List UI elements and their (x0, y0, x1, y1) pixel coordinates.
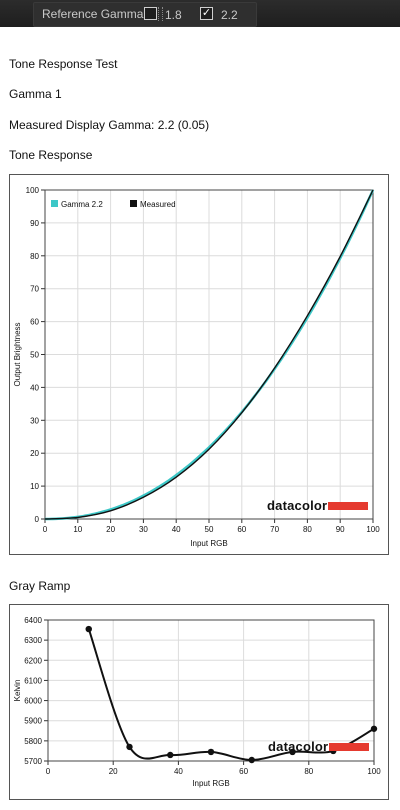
gamma-18-checkbox[interactable] (144, 7, 157, 20)
y-tick-label: 5700 (24, 757, 42, 766)
x-tick-label: 70 (270, 525, 279, 534)
series-line-kelvin (87, 628, 375, 762)
y-tick-label: 70 (30, 285, 39, 294)
y-tick-label: 60 (30, 318, 39, 327)
y-tick-label: 6100 (24, 676, 42, 685)
reference-gamma-label: Reference Gamma: (42, 7, 147, 21)
plot-border (47, 619, 375, 762)
legend-swatch-gamma-2-2 (51, 200, 58, 207)
y-tick-label: 100 (26, 186, 40, 195)
x-tick-label: 50 (205, 525, 214, 534)
y-tick-label: 40 (30, 383, 39, 392)
y-tick-label: 90 (30, 219, 39, 228)
datacolor-logo-text-2: datacolor (268, 739, 329, 754)
gamma-title: Gamma 1 (9, 87, 62, 101)
y-tick-label: 0 (35, 515, 40, 524)
x-axis-label: Input RGB (192, 779, 229, 788)
data-point (85, 625, 92, 633)
y-tick-label: 10 (30, 482, 39, 491)
x-tick-label: 20 (109, 767, 118, 776)
legend-swatch-measured (130, 200, 137, 207)
x-tick-label: 20 (106, 525, 115, 534)
datacolor-logo-text: datacolor (267, 498, 328, 513)
gamma-18-label[interactable]: 1.8 (165, 8, 182, 22)
y-tick-label: 6300 (24, 636, 42, 645)
y-tick-label: 6200 (24, 656, 42, 665)
gray-ramp-title: Gray Ramp (9, 579, 71, 593)
drag-handle-icon (158, 7, 163, 21)
x-tick-label: 100 (367, 767, 381, 776)
y-tick-label: 5800 (24, 737, 42, 746)
y-axis-label: Output Brightness (13, 322, 22, 386)
tone-response-plot: 0 10 20 30 40 50 60 70 80 90 100 0 10 20 30 40 50 60 70 80 9… (13, 186, 380, 548)
data-point (167, 751, 174, 759)
tone-response-title: Tone Response (9, 148, 93, 162)
legend-label-gamma-2-2: Gamma 2.2 (61, 200, 103, 209)
gray-ramp-chart: 0 20 40 60 80 100 5700 5800 5900 6000 6100 6200 6300… (9, 604, 389, 800)
x-tick-label: 100 (366, 525, 380, 534)
gray-ramp-plot: 0 20 40 60 80 100 5700 5800 5900 6000 6100 6200 6300… (13, 616, 381, 788)
series-line-gamma-2-2 (44, 189, 375, 521)
y-tick-label: 5900 (24, 717, 42, 726)
x-tick-label: 80 (304, 767, 313, 776)
plot-border (44, 189, 374, 520)
plot-area (48, 620, 374, 761)
x-tick-label: 80 (303, 525, 312, 534)
gamma-22-label[interactable]: 2.2 (221, 8, 238, 22)
x-tick-label: 40 (172, 525, 181, 534)
x-tick-label: 30 (139, 525, 148, 534)
y-tick-label: 20 (30, 449, 39, 458)
y-tick-label: 80 (30, 252, 39, 261)
x-axis-label: Input RGB (190, 539, 227, 548)
data-point (126, 743, 133, 751)
data-point (289, 748, 296, 756)
measured-gamma-text: Measured Display Gamma: 2.2 (0.05) (9, 118, 210, 132)
data-point (370, 725, 378, 732)
data-point (207, 748, 215, 756)
reference-gamma-group: Reference Gamma: 1.8 ✓ 2.2 (33, 2, 257, 27)
gamma-22-checkbox[interactable]: ✓ (200, 7, 213, 20)
legend-label-measured: Measured (140, 200, 176, 209)
x-tick-label: 0 (43, 525, 48, 534)
test-title: Tone Response Test (9, 57, 118, 71)
data-point (248, 756, 255, 764)
y-tick-label: 50 (30, 351, 39, 360)
x-tick-label: 60 (239, 767, 248, 776)
datacolor-logo-bar-2 (329, 743, 369, 751)
y-tick-label: 30 (30, 416, 39, 425)
y-axis-label: Kelvin (13, 680, 22, 702)
x-tick-label: 0 (46, 767, 51, 776)
x-tick-label: 40 (174, 767, 183, 776)
x-tick-label: 10 (73, 525, 82, 534)
tone-response-chart: 0 10 20 30 40 50 60 70 80 90 100 0 10 20 30 40 50 60 70 80 9… (9, 174, 389, 555)
datacolor-logo-bar (328, 502, 368, 510)
y-tick-label: 6400 (24, 616, 42, 625)
x-tick-label: 60 (237, 525, 246, 534)
y-tick-label: 6000 (24, 697, 42, 706)
checkmark-icon: ✓ (201, 7, 212, 19)
series-line-measured (44, 189, 374, 520)
x-tick-label: 90 (336, 525, 345, 534)
top-toolbar: Reference Gamma: 1.8 ✓ 2.2 (0, 0, 400, 27)
